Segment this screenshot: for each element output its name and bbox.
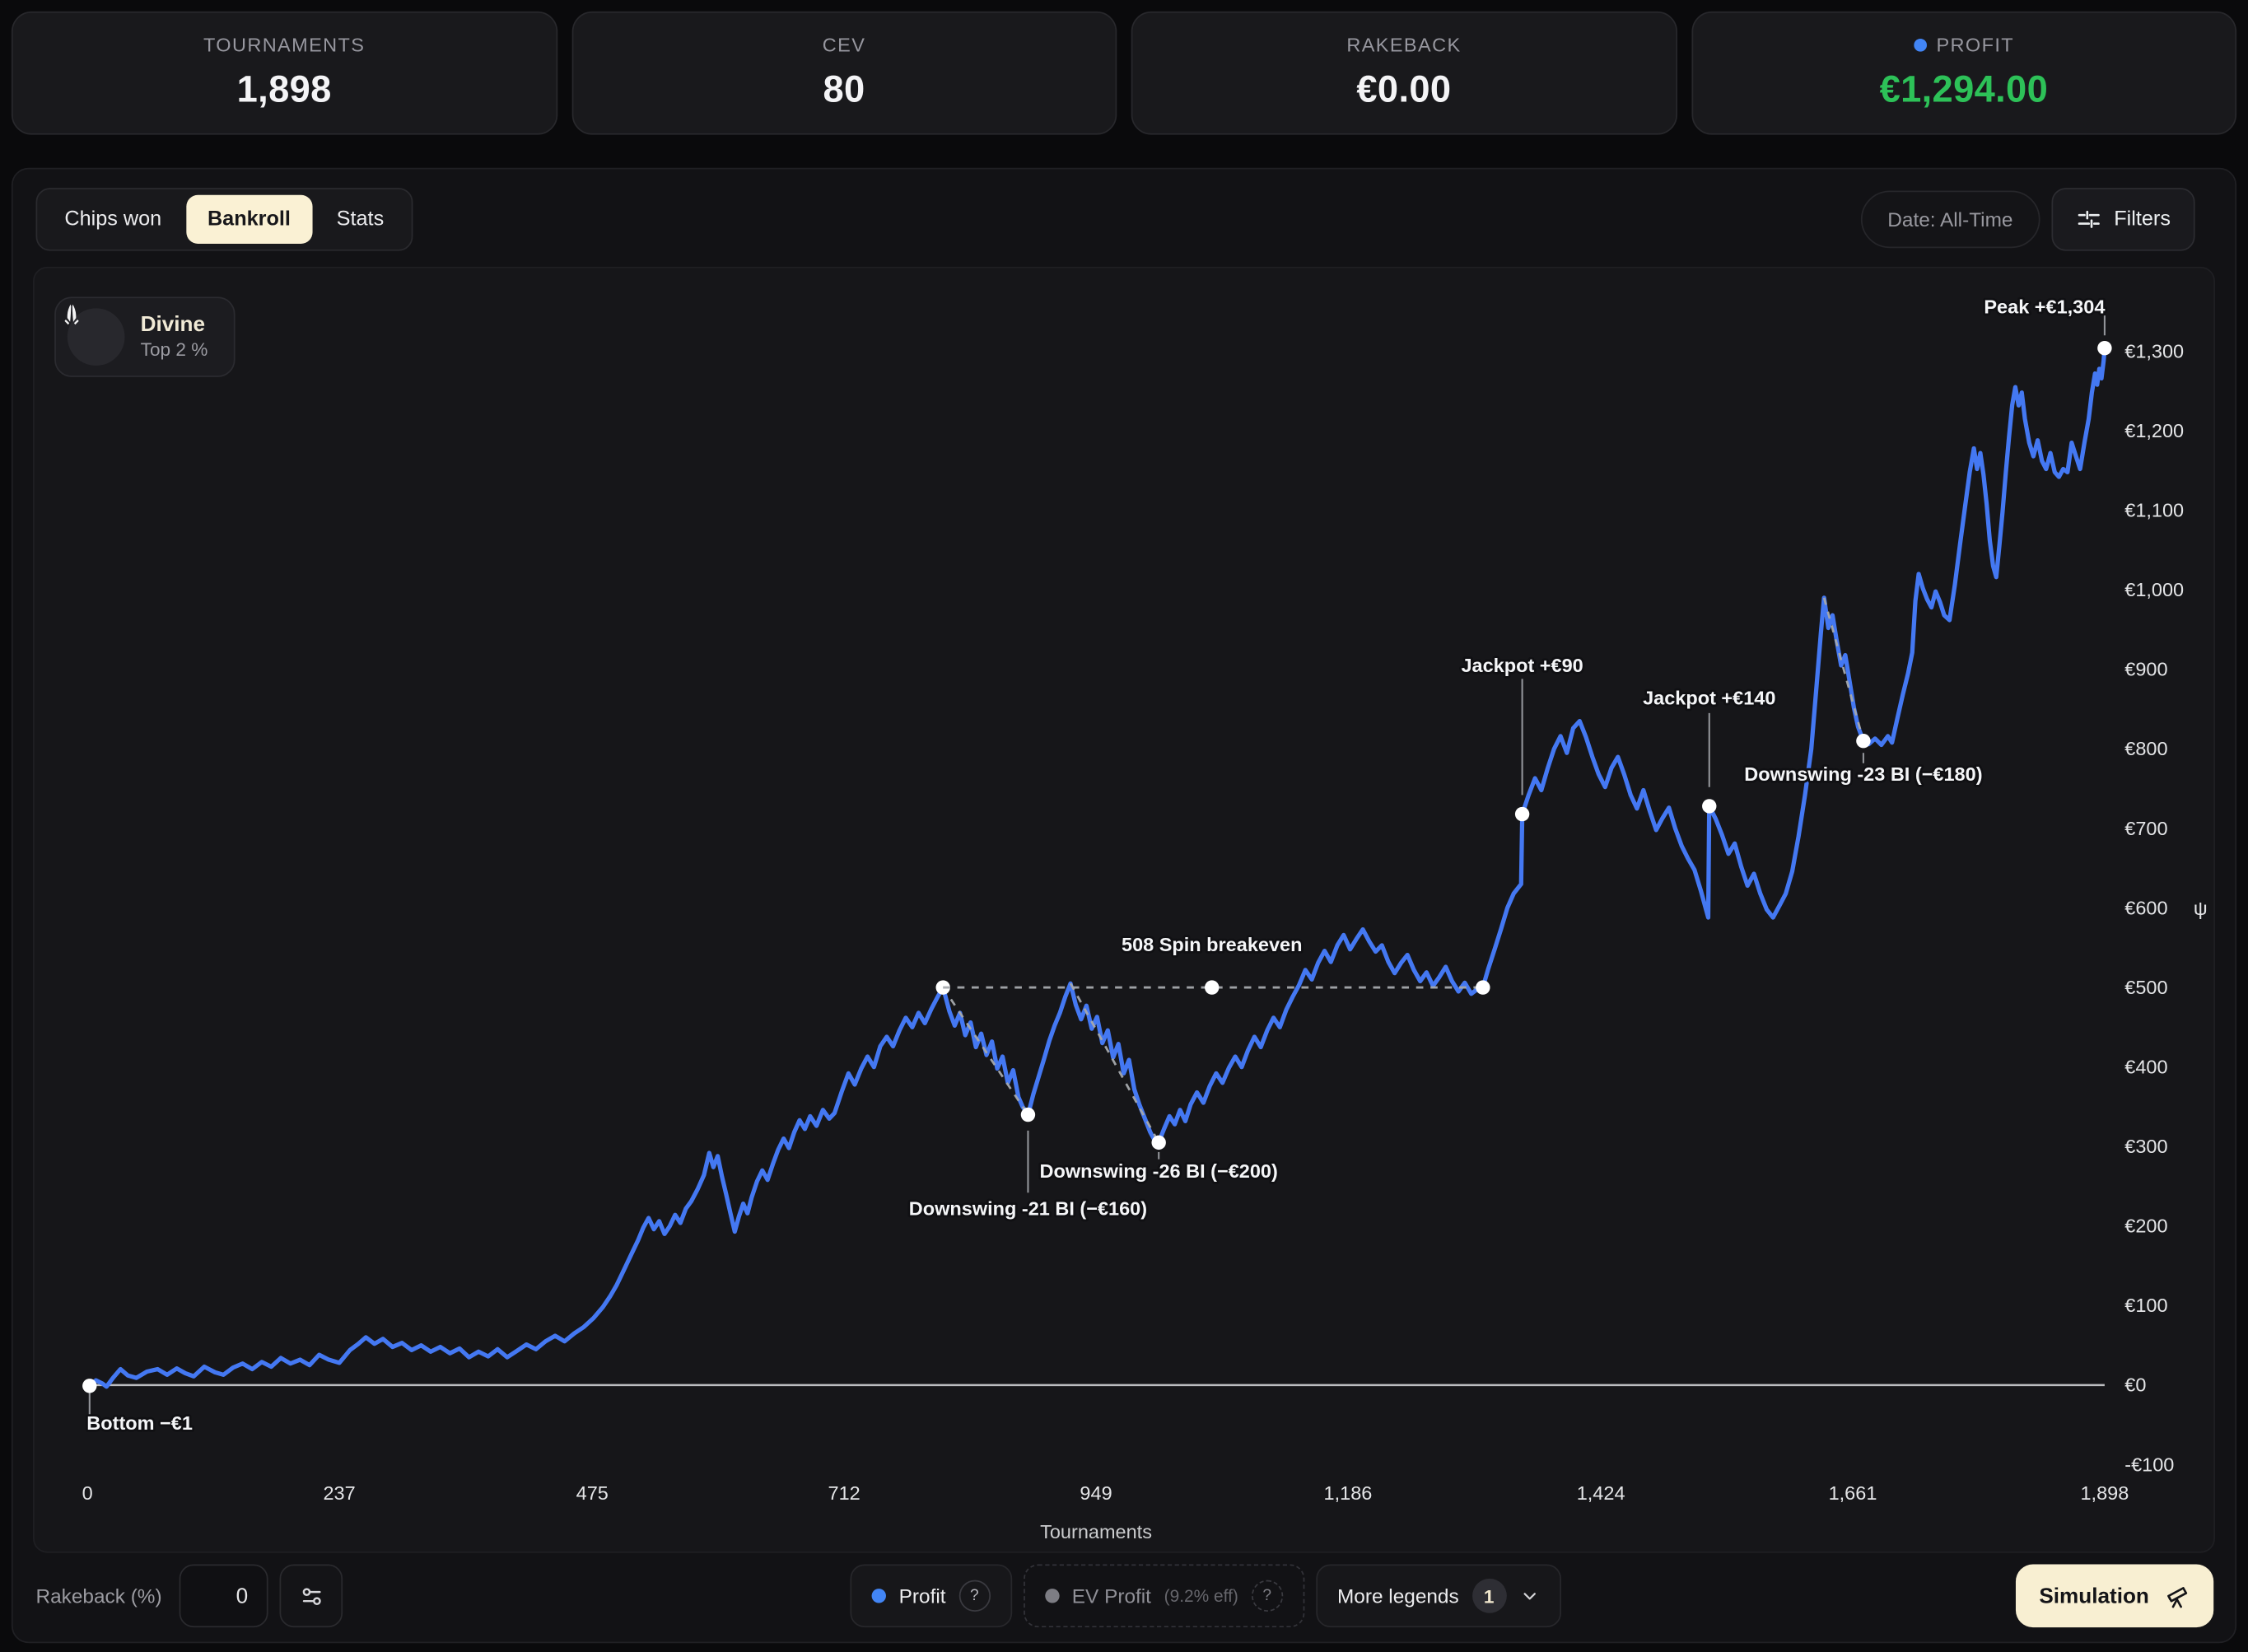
more-legends-button[interactable]: More legends 1 bbox=[1315, 1564, 1561, 1628]
date-range-button[interactable]: Date: All-Time bbox=[1860, 190, 2040, 249]
stat-label: RAKEBACK bbox=[1346, 34, 1462, 56]
annotation-dashed-line-downswing-21 bbox=[942, 987, 1029, 1116]
y-tick-label: €500 bbox=[2124, 977, 2167, 998]
profit-legend-dot-icon bbox=[871, 1589, 886, 1603]
ev-efficiency-note: (9.2% eff) bbox=[1164, 1585, 1238, 1606]
pointer-indicator-icon: ψ bbox=[2194, 898, 2208, 919]
profit-help-button[interactable]: ? bbox=[958, 1580, 991, 1612]
annotation-dot-breakeven bbox=[1205, 980, 1220, 995]
y-tick-label: €1,300 bbox=[2124, 340, 2184, 362]
y-tick-label: €800 bbox=[2124, 738, 2167, 759]
ev-help-button[interactable]: ? bbox=[1251, 1580, 1283, 1612]
stat-value: €1,294.00 bbox=[1879, 67, 2049, 111]
x-axis-title: Tournaments bbox=[1040, 1521, 1152, 1542]
annotation-dot-downswing-23 bbox=[1856, 734, 1871, 749]
annotation-label-bottom: Bottom −€1 bbox=[86, 1412, 193, 1434]
annotation-dot-jackpot-140 bbox=[1702, 799, 1717, 814]
y-tick-label: €1,100 bbox=[2124, 500, 2184, 521]
filters-button[interactable]: Filters bbox=[2050, 188, 2195, 251]
legend-count-badge: 1 bbox=[1471, 1578, 1507, 1613]
x-tick-label: 237 bbox=[323, 1482, 355, 1504]
rank-badge[interactable]: Divine Top 2 % bbox=[54, 296, 236, 377]
y-tick-label: €1,000 bbox=[2124, 579, 2184, 600]
annotation-dot-jackpot-90 bbox=[1514, 806, 1530, 822]
annotation-label-breakeven: 508 Spin breakeven bbox=[1122, 934, 1302, 955]
annotation-label-downswing-26: Downswing -26 BI (−€200) bbox=[1040, 1160, 1278, 1182]
y-tick-label: €200 bbox=[2124, 1216, 2167, 1237]
rank-subtitle: Top 2 % bbox=[140, 338, 208, 361]
telescope-icon bbox=[2167, 1586, 2188, 1608]
tab-bankroll[interactable]: Bankroll bbox=[185, 194, 313, 244]
bottom-bar: Rakeback (%) Profit ? EV P bbox=[13, 1564, 2236, 1628]
rakeback-input[interactable] bbox=[179, 1564, 268, 1628]
x-tick-label: 0 bbox=[82, 1482, 93, 1504]
profit-chart[interactable]: Bottom −€1 Downswing -21 BI (−€160) Downsw… bbox=[35, 268, 2217, 1555]
stat-card-tournaments: TOURNAMENTS 1,898 bbox=[11, 11, 557, 135]
annotation-label-downswing-23: Downswing -23 BI (−€180) bbox=[1744, 763, 1982, 785]
main-panel: Chips won Bankroll Stats Date: All-Time … bbox=[11, 167, 2237, 1644]
y-tick-label: €0 bbox=[2124, 1374, 2146, 1396]
chart-container: Divine Top 2 % Bottom −€1 Downswing -21 B… bbox=[33, 266, 2217, 1555]
annotation-label-downswing-21: Downswing -21 BI (−€160) bbox=[909, 1197, 1147, 1219]
stat-label: TOURNAMENTS bbox=[203, 34, 366, 56]
annotation-dot-downswing-26 bbox=[1151, 1135, 1166, 1150]
stats-row: TOURNAMENTS 1,898 CEV 80 RAKEBACK €0.00 … bbox=[11, 11, 2237, 135]
stat-label: PROFIT bbox=[1913, 35, 2014, 56]
tab-stats[interactable]: Stats bbox=[336, 208, 385, 231]
annotation-dashed-line-downswing-26 bbox=[1069, 982, 1160, 1144]
chevron-down-icon bbox=[1523, 1593, 1536, 1600]
stat-label: CEV bbox=[822, 34, 866, 56]
x-tick-label: 949 bbox=[1080, 1482, 1112, 1504]
rakeback-settings-button[interactable] bbox=[279, 1564, 343, 1628]
simulation-button[interactable]: Simulation bbox=[2016, 1564, 2214, 1628]
y-tick-label: €300 bbox=[2124, 1136, 2167, 1157]
stat-card-rakeback: RAKEBACK €0.00 bbox=[1131, 11, 1677, 135]
profit-dot-icon bbox=[1913, 39, 1927, 52]
x-tick-label: 1,186 bbox=[1324, 1482, 1373, 1504]
annotation-dashed-line-downswing-23 bbox=[1822, 597, 1865, 742]
x-tick-label: 1,661 bbox=[1829, 1482, 1877, 1504]
y-tick-label: €400 bbox=[2124, 1056, 2167, 1077]
rakeback-label: Rakeback (%) bbox=[35, 1584, 162, 1608]
tab-chips-won[interactable]: Chips won bbox=[64, 208, 162, 231]
annotation-dot-downswing-21 bbox=[1020, 1107, 1036, 1122]
ev-legend-dot-icon bbox=[1044, 1589, 1060, 1603]
y-tick-label: €900 bbox=[2124, 659, 2167, 680]
annotation-label-jackpot-90: Jackpot +€90 bbox=[1461, 655, 1583, 676]
legend-group: Profit ? EV Profit (9.2% eff) ? More leg… bbox=[850, 1564, 1561, 1628]
stat-card-cev: CEV 80 bbox=[571, 11, 1117, 135]
x-tick-label: 1,898 bbox=[2080, 1482, 2129, 1504]
annotation-dot-bottom bbox=[82, 1379, 97, 1393]
x-tick-label: 1,424 bbox=[1577, 1482, 1625, 1504]
y-tick-label: -€100 bbox=[2124, 1454, 2174, 1475]
y-tick-label: €600 bbox=[2124, 897, 2167, 918]
annotation-label-jackpot-140: Jackpot +€140 bbox=[1643, 687, 1775, 708]
annotation-dot-breakeven bbox=[1476, 980, 1490, 995]
y-tick-label: €1,200 bbox=[2124, 420, 2184, 441]
y-tick-label: €100 bbox=[2124, 1295, 2167, 1316]
sliders-icon bbox=[2077, 210, 2099, 228]
praying-hands-icon bbox=[64, 304, 125, 366]
stat-card-profit: PROFIT €1,294.00 bbox=[1691, 11, 2237, 135]
stat-value: 1,898 bbox=[236, 67, 332, 111]
stat-value: €0.00 bbox=[1356, 67, 1452, 111]
y-tick-label: €700 bbox=[2124, 818, 2167, 839]
annotation-label-peak: Peak +€1,304 bbox=[1984, 296, 2105, 317]
tab-group: Chips won Bankroll Stats bbox=[35, 188, 413, 251]
stat-value: 80 bbox=[823, 67, 865, 111]
rank-title: Divine bbox=[140, 311, 206, 337]
x-tick-label: 475 bbox=[576, 1482, 609, 1504]
legend-ev-profit[interactable]: EV Profit (9.2% eff) ? bbox=[1023, 1564, 1304, 1628]
legend-profit[interactable]: Profit ? bbox=[850, 1564, 1012, 1628]
annotation-dot-peak bbox=[2097, 340, 2112, 356]
toggle-settings-icon bbox=[301, 1587, 320, 1605]
profit-line-series bbox=[85, 346, 2107, 1389]
x-tick-label: 712 bbox=[828, 1482, 860, 1504]
